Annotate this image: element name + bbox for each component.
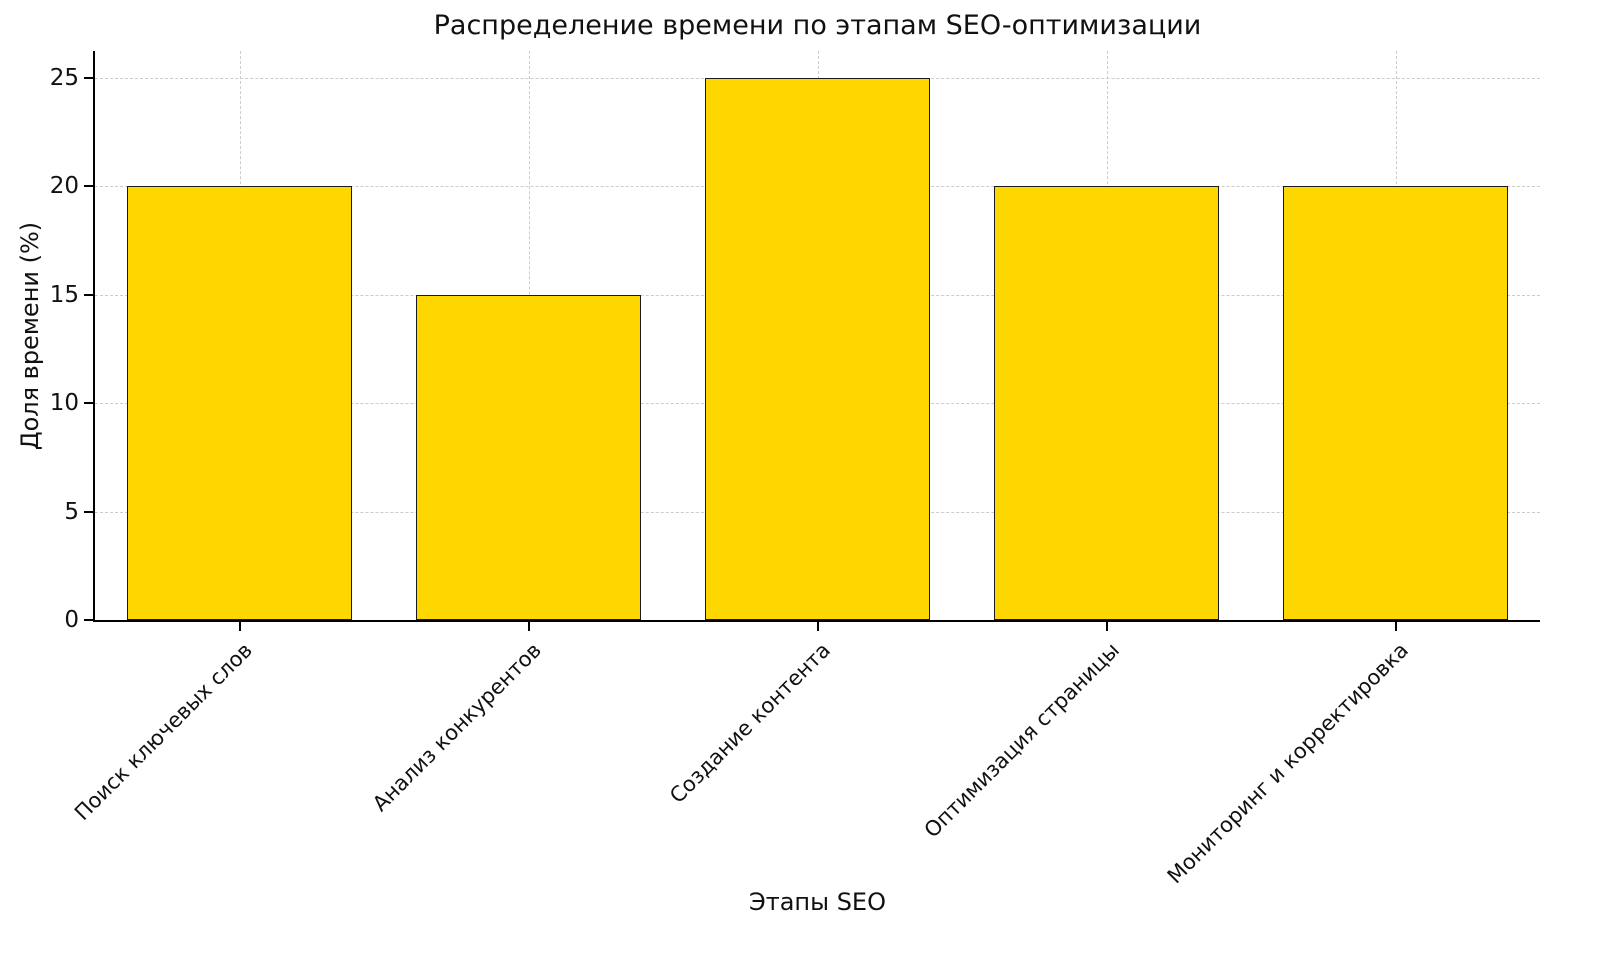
y-tick-mark [84,510,93,513]
y-tick-mark [84,619,93,621]
bottom-axis-spine [93,620,1540,622]
x-tick-mark [816,622,819,631]
bar-4 [1282,186,1509,620]
y-tick-mark [84,402,93,405]
plot-area [93,51,1540,622]
bar-0 [126,186,353,620]
x-tick-label: Мониторинг и корректировка [1162,638,1413,889]
y-tick-label: 20 [49,173,79,200]
y-tick-mark [84,77,93,80]
x-tick-mark [1394,622,1397,631]
chart-title: Распределение времени по этапам SEO-опти… [433,10,1202,41]
x-tick-mark [1105,622,1108,631]
y-tick-label: 15 [49,281,79,308]
x-axis-label: Этапы SEO [748,888,886,916]
y-tick-mark [84,293,93,296]
y-tick-label: 25 [49,65,79,92]
x-tick-label: Создание контента [664,638,835,808]
y-tick-mark [84,185,93,188]
left-axis-spine [93,51,95,620]
bar-2 [704,78,931,620]
x-tick-mark [527,622,530,631]
x-tick-label: Поиск ключевых слов [69,638,257,826]
bar-3 [993,186,1220,620]
x-tick-label: Анализ конкурентов [367,638,546,816]
bar-1 [415,294,642,620]
y-tick-label: 10 [49,390,79,417]
x-tick-mark [238,622,241,631]
x-tick-label: Оптимизация страницы [919,638,1124,843]
y-tick-label: 5 [64,498,79,525]
y-tick-label: 0 [64,607,79,633]
